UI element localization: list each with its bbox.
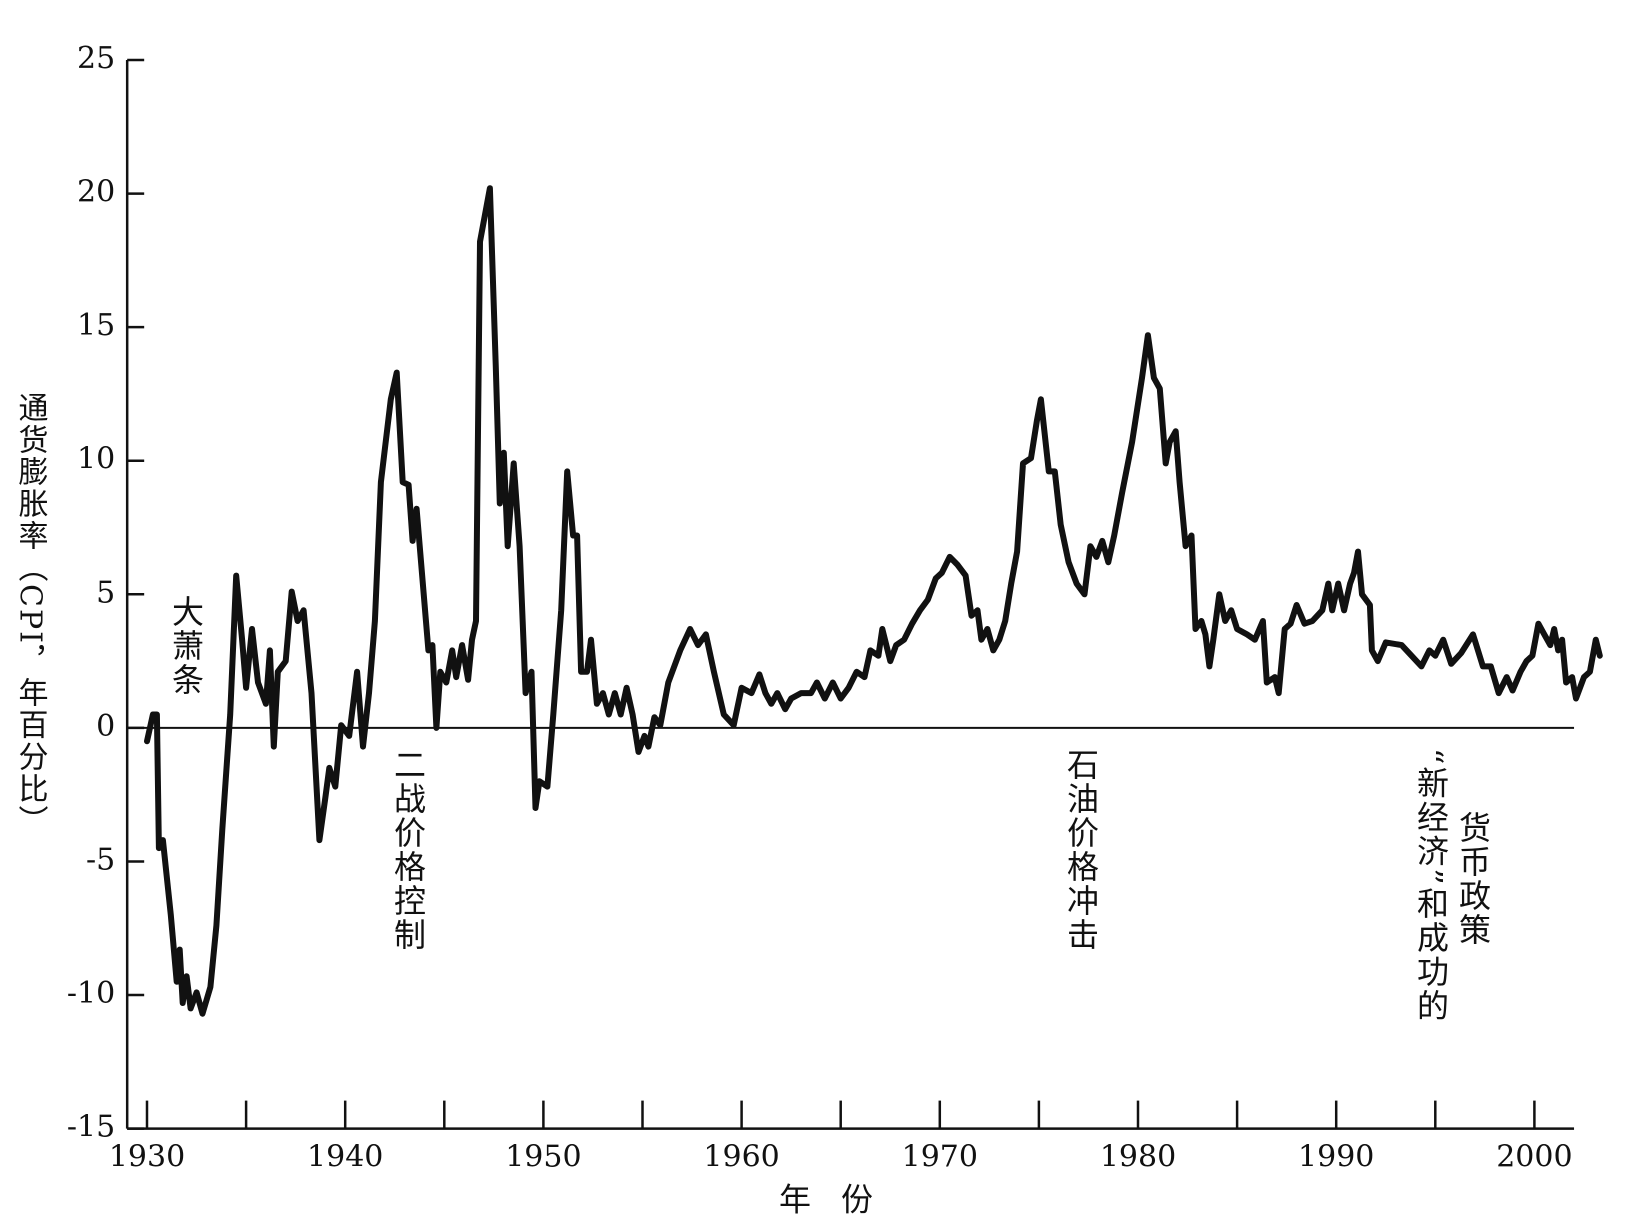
annotation: 货币政策 <box>1454 811 1492 947</box>
y-tick-label: 5 <box>96 575 115 610</box>
x-tick-label: 1960 <box>703 1140 779 1175</box>
y-tick-label: 25 <box>77 41 115 76</box>
annotation: 石油价格冲击 <box>1062 748 1100 952</box>
y-tick-label: -10 <box>67 976 115 1011</box>
x-axis-label: 年份 <box>779 1181 903 1219</box>
y-tick-label: 15 <box>77 308 115 343</box>
annotation: 大萧条 <box>167 595 205 697</box>
y-axis-label: 通货膨胀率（CPI，年百分比） <box>13 392 49 837</box>
y-tick-label: -15 <box>67 1110 115 1145</box>
x-tick-label: 1980 <box>1100 1140 1176 1175</box>
y-tick-label: 20 <box>77 175 115 210</box>
x-tick-label: 1940 <box>307 1140 383 1175</box>
inflation-line <box>144 185 1603 1017</box>
y-tick-label: 10 <box>77 442 115 477</box>
annotation: “新经济”和成功的 <box>1412 748 1450 1023</box>
x-tick-label: 1950 <box>505 1140 581 1175</box>
annotation: 二战价格控制 <box>389 748 427 952</box>
y-tick-label: -5 <box>86 842 115 877</box>
x-tick-label: 1970 <box>902 1140 978 1175</box>
x-tick-label: 2000 <box>1496 1140 1572 1175</box>
y-tick-label: 0 <box>96 709 115 744</box>
x-tick-label: 1930 <box>109 1140 185 1175</box>
x-tick-label: 1990 <box>1298 1140 1374 1175</box>
